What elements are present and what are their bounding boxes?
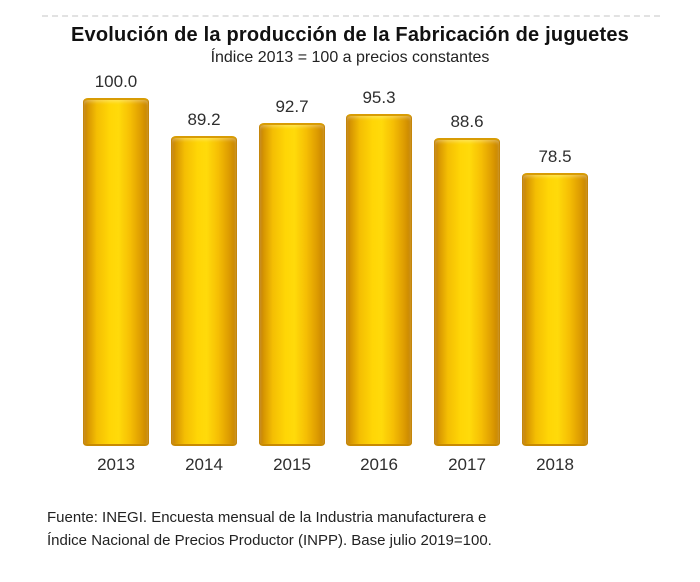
source-note-line2: Índice Nacional de Precios Productor (IN… — [47, 532, 492, 549]
plot-area: 100.0 89.2 92.7 95.3 88.6 78.5 — [83, 72, 589, 446]
bar-column-2014: 89.2 — [171, 98, 237, 446]
source-note-line1: Fuente: INEGI. Encuesta mensual de la In… — [47, 509, 487, 526]
bar-column-2016: 95.3 — [346, 88, 412, 446]
year-label-2014: 2014 — [185, 455, 223, 474]
year-label-2017: 2017 — [448, 455, 486, 474]
source-note: Fuente: INEGI. Encuesta mensual de la In… — [47, 506, 492, 552]
bar-value-label-2014: 89.2 — [187, 110, 221, 129]
bar-value-label-2018: 78.5 — [538, 147, 572, 166]
chart-title: Evolución de la producción de la Fabrica… — [71, 24, 629, 46]
bar-value-label-2017: 88.6 — [450, 112, 484, 131]
year-label-2015: 2015 — [273, 455, 311, 474]
bar-column-2017: 88.6 — [434, 98, 500, 446]
bar-2014 — [171, 136, 237, 446]
bar-column-2013: 100.0 — [83, 72, 149, 446]
bar-2017 — [434, 138, 500, 446]
bar-value-label-2013: 100.0 — [94, 72, 138, 91]
bar-2018 — [522, 173, 588, 446]
chart-subtitle: Índice 2013 = 100 a precios constantes — [210, 49, 490, 66]
bar-value-label-2016: 95.3 — [362, 88, 396, 107]
year-label-2016: 2016 — [360, 455, 398, 474]
bar-2013 — [83, 98, 149, 446]
bar-2016 — [346, 114, 412, 446]
year-label-2018: 2018 — [536, 455, 574, 474]
bar-2015 — [259, 123, 325, 446]
bar-value-label-2015: 92.7 — [275, 97, 309, 116]
top-divider — [42, 15, 660, 17]
year-label-2013: 2013 — [97, 455, 135, 474]
bar-column-2018: 78.5 — [522, 98, 588, 446]
bar-column-2015: 92.7 — [259, 97, 325, 446]
